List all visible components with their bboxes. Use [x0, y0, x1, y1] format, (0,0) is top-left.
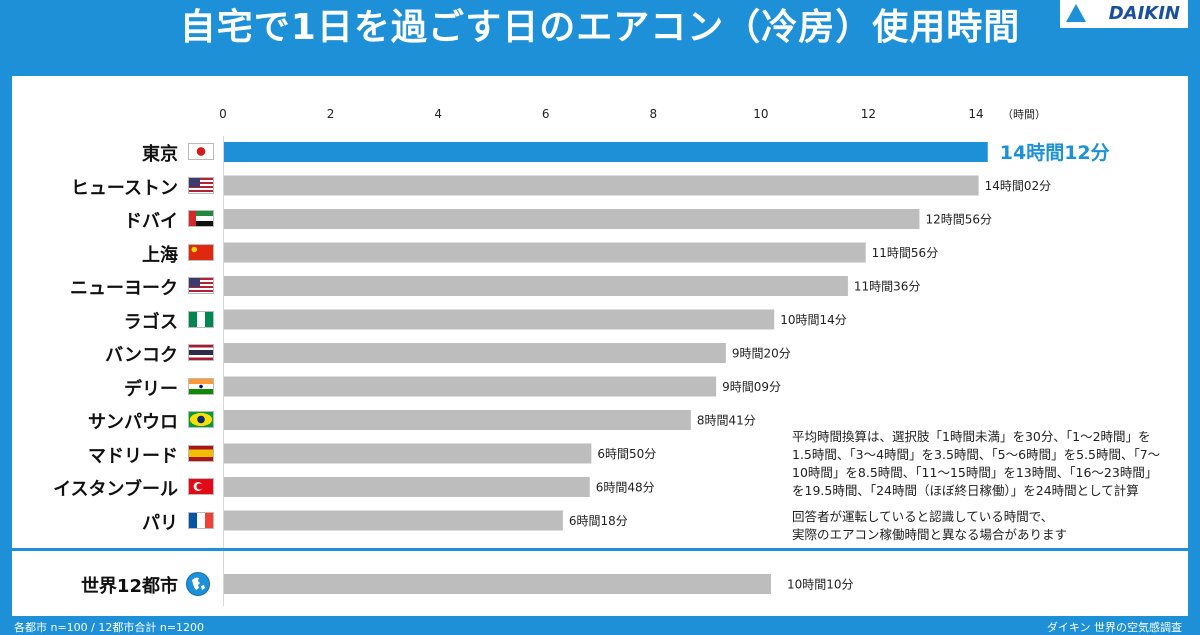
category-label: 東京	[142, 144, 178, 165]
bar-data-label: 6時間18分	[569, 514, 628, 528]
bar-data-label: 11時間36分	[854, 280, 921, 294]
usa-flag-icon	[188, 277, 214, 294]
bar	[224, 410, 691, 430]
japan-flag-icon	[188, 143, 214, 160]
footer-sample-size: 各都市 n=100 / 12都市合計 n=1200	[14, 621, 205, 634]
bar	[224, 175, 979, 196]
category-label: マドリード	[88, 445, 178, 467]
note-line-6: 実際のエアコン稼働時間と異なる場合があります	[792, 527, 1068, 542]
category-label: サンパウロ	[88, 412, 178, 433]
category-label: デリー	[124, 378, 178, 400]
brazil-flag-icon	[188, 411, 214, 428]
usa-flag-icon	[188, 176, 214, 194]
category-label: イスタンブール	[53, 479, 178, 500]
x-axis-unit-label: （時間）	[1002, 108, 1046, 121]
globe-icon	[186, 572, 210, 596]
china-flag-icon	[188, 243, 214, 261]
nigeria-flag-icon	[188, 310, 214, 328]
bar	[224, 376, 717, 397]
category-label: ラゴス	[123, 311, 178, 333]
note-line-1: 平均時間換算は、選択肢「1時間未満」を30分、「1～2時間」を	[792, 429, 1151, 444]
bar	[224, 242, 866, 263]
bar	[224, 309, 775, 330]
note-line-5: 回答者が運転していると認識している時間で、	[792, 509, 1054, 524]
category-label: ドバイ	[124, 211, 178, 232]
thailand-flag-icon	[188, 344, 214, 361]
note-line-4: を19.5時間、「24時間（ほぼ終日稼働）」を24時間として計算	[792, 483, 1139, 498]
category-label: ニューヨーク	[70, 278, 178, 299]
daikin-logo-mark-icon	[1066, 4, 1086, 22]
bar-data-label: 6時間50分	[597, 447, 656, 461]
x-tick-label: 14	[968, 107, 983, 121]
spain-flag-icon	[188, 444, 214, 462]
category-label: 上海	[142, 244, 178, 266]
bar	[224, 477, 590, 497]
bar	[224, 510, 563, 531]
bar-data-label: 14時間02分	[985, 179, 1052, 193]
bar	[224, 343, 726, 363]
uae-flag-icon	[188, 210, 214, 227]
summary-data-label: 10時間10分	[787, 578, 854, 592]
summary-category-label: 世界12都市	[80, 576, 178, 597]
x-tick-label: 8	[649, 107, 657, 121]
x-tick-label: 12	[861, 107, 876, 121]
bar-data-label: 11時間56分	[872, 246, 939, 260]
bar-data-label: 14時間12分	[1000, 142, 1110, 164]
france-flag-icon	[188, 511, 214, 529]
bar-data-label: 10時間14分	[780, 313, 847, 327]
bar-data-label: 9時間09分	[722, 380, 781, 394]
bar	[224, 209, 920, 229]
x-tick-label: 10	[753, 107, 768, 121]
x-tick-label: 0	[219, 107, 227, 121]
india-flag-icon	[188, 377, 214, 395]
bar	[224, 443, 592, 464]
x-tick-label: 6	[542, 107, 550, 121]
note-line-3: 10時間」を8.5時間、「11～15時間」を13時間、「16～23時間」	[792, 465, 1158, 480]
bar	[224, 142, 988, 162]
summary-bar	[224, 574, 772, 594]
bar-data-label: 12時間56分	[925, 213, 992, 227]
footer-source: ダイキン 世界の空気感調査	[1046, 621, 1182, 634]
category-label: パリ	[142, 512, 178, 534]
turkey-flag-icon	[188, 478, 214, 495]
bar-data-label: 9時間20分	[732, 347, 791, 361]
bar-data-label: 8時間41分	[697, 414, 756, 428]
bar	[224, 276, 848, 296]
bar-data-label: 6時間48分	[596, 481, 655, 495]
bar-chart: 0 2 4 6 8 10 12 14 （時間） 14時間12分 14時間02分 12時間56分 11時間…	[219, 107, 1110, 594]
page-title: 自宅で1日を過ごす日のエアコン（冷房）使用時間	[179, 7, 1021, 48]
daikin-logo: DAIKIN	[1060, 0, 1188, 28]
category-label: バンコク	[105, 345, 178, 366]
x-tick-label: 2	[327, 107, 335, 121]
y-axis-line	[223, 136, 224, 606]
logo-text: DAIKIN	[1108, 3, 1180, 24]
summary-divider	[12, 548, 1188, 551]
x-tick-label: 4	[434, 107, 442, 121]
category-label: ヒューストン	[70, 177, 178, 199]
note-line-2: 1.5時間、「3～4時間」を3.5時間、「5～6時間」を5.5時間、「7～	[792, 447, 1161, 462]
